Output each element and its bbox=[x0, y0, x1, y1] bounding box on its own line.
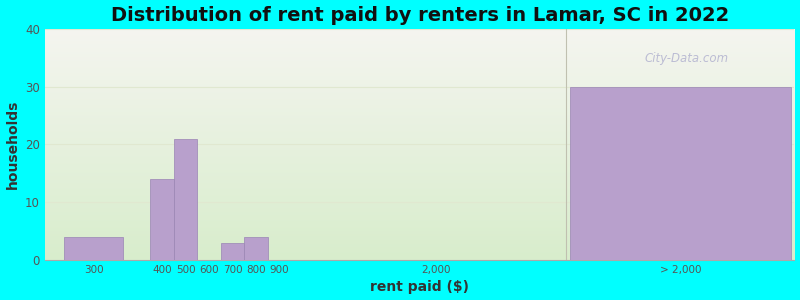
Bar bbox=[221, 243, 244, 260]
Bar bbox=[150, 179, 174, 260]
Bar bbox=[244, 237, 268, 260]
Text: City-Data.com: City-Data.com bbox=[645, 52, 729, 65]
Y-axis label: households: households bbox=[6, 100, 19, 189]
Bar bbox=[174, 139, 198, 260]
Title: Distribution of rent paid by renters in Lamar, SC in 2022: Distribution of rent paid by renters in … bbox=[110, 6, 729, 25]
Bar bbox=[65, 237, 123, 260]
X-axis label: rent paid ($): rent paid ($) bbox=[370, 280, 469, 294]
Bar bbox=[570, 87, 791, 260]
